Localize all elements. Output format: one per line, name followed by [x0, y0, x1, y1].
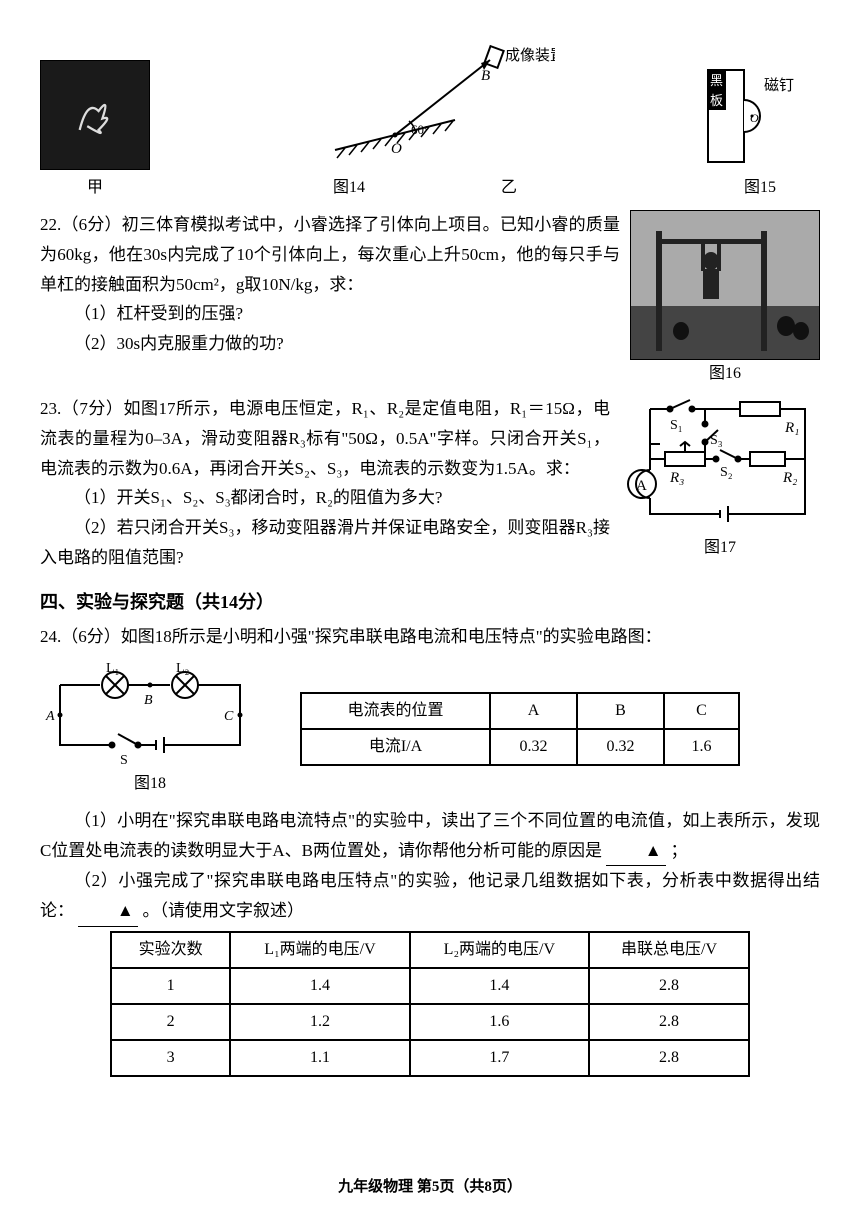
svg-text:R₁: R₁	[784, 420, 799, 436]
q24-sub1: （1）小明在"探究串联电路电流特点"的实验中，读出了三个不同位置的电流值，如上表…	[40, 806, 820, 867]
fig18-diagram: A B C L₁ L₂ S	[40, 660, 260, 770]
fig14-right-caption: 乙	[501, 174, 517, 202]
table2-row-2: 2 1.2 1.6 2.8	[111, 1004, 749, 1040]
section4-title: 四、实验与探究题（共14分）	[40, 587, 820, 619]
svg-text:磁钉: 磁钉	[764, 77, 794, 94]
t2r2c2: 1.7	[410, 1040, 589, 1076]
fig14-diagram: O B 成像装置 60°	[295, 30, 555, 170]
fig16: 图16	[630, 210, 820, 388]
table2: 实验次数 L₁两端的电压/V L₂两端的电压/V 串联总电压/V 1 1.4 1…	[110, 931, 750, 1077]
fig14-left: 甲	[40, 60, 150, 202]
svg-text:成像装置: 成像装置	[505, 47, 555, 64]
t2h0: 实验次数	[111, 932, 230, 968]
svg-text:S₁: S₁	[670, 418, 683, 433]
table1-header-row: 电流表的位置 A B C	[301, 693, 739, 729]
svg-text:S: S	[120, 753, 128, 768]
table1-r0: 电流I/A	[301, 729, 490, 765]
q24-sub2: （2）小强完成了"探究串联电路电压特点"的实验，他记录几组数据如下表，分析表中数…	[40, 866, 820, 927]
table1-data-row: 电流I/A 0.32 0.32 1.6	[301, 729, 739, 765]
fig16-caption: 图16	[709, 360, 741, 388]
t2h2: L₂两端的电压/V	[410, 932, 589, 968]
fig15-diagram: 黑 板 O 磁钉	[700, 50, 820, 170]
t2r2c3: 2.8	[589, 1040, 749, 1076]
q22-block: 图16 22.（6分）初三体育模拟考试中，小睿选择了引体向上项目。已知小睿的质量…	[40, 210, 820, 359]
blank-1[interactable]: ▲	[606, 836, 666, 867]
svg-text:S₃: S₃	[710, 433, 723, 448]
q24-text: 24.（6分）如图18所示是小明和小强"探究串联电路电流和电压特点"的实验电路图…	[40, 622, 820, 652]
t2r0c3: 2.8	[589, 968, 749, 1004]
fig14-left-caption: 甲	[87, 174, 103, 202]
q24-sub1-b: ；	[670, 841, 687, 860]
fig18-caption: 图18	[134, 770, 166, 798]
svg-text:R₃: R₃	[669, 470, 684, 486]
light-trace-icon	[57, 77, 133, 153]
page-footer: 九年级物理 第5页（共8页）	[0, 1174, 860, 1200]
q24-sub1-a: （1）小明在"探究串联电路电流特点"的实验中，读出了三个不同位置的电流值，如上表…	[40, 811, 820, 860]
svg-text:A: A	[45, 709, 55, 724]
t2r1c2: 1.6	[410, 1004, 589, 1040]
table1-h2: B	[577, 693, 664, 729]
fig16-photo	[630, 210, 820, 360]
t2r1c0: 2	[111, 1004, 230, 1040]
q23-block: A	[40, 394, 820, 573]
svg-text:L₁: L₁	[106, 661, 119, 676]
t2r1c1: 1.2	[230, 1004, 409, 1040]
svg-text:60°: 60°	[411, 122, 429, 137]
t2r2c1: 1.1	[230, 1040, 409, 1076]
table1-h1: A	[490, 693, 577, 729]
table1-h0: 电流表的位置	[301, 693, 490, 729]
svg-text:C: C	[224, 709, 234, 724]
svg-text:L₂: L₂	[176, 661, 190, 676]
fig15-caption: 图15	[744, 174, 776, 202]
table1-r1: 0.32	[490, 729, 577, 765]
fig17-diagram: A	[620, 394, 820, 534]
fig14-mid-caption: 图14	[333, 174, 365, 202]
svg-text:板: 板	[710, 93, 723, 108]
fig15: 黑 板 O 磁钉 图15	[700, 50, 820, 202]
t2h1: L₁两端的电压/V	[230, 932, 409, 968]
blank-2[interactable]: ▲	[78, 896, 138, 927]
t2r0c2: 1.4	[410, 968, 589, 1004]
table1-r2: 0.32	[577, 729, 664, 765]
table1-r3: 1.6	[664, 729, 739, 765]
fig18: A B C L₁ L₂ S 图18	[40, 660, 260, 798]
svg-text:O: O	[391, 141, 402, 157]
t2r0c1: 1.4	[230, 968, 409, 1004]
fig14-photo	[40, 60, 150, 170]
figures-row-1: 甲	[40, 30, 820, 202]
svg-text:O: O	[750, 111, 759, 125]
table2-header-row: 实验次数 L₁两端的电压/V L₂两端的电压/V 串联总电压/V	[111, 932, 749, 968]
t2r0c0: 1	[111, 968, 230, 1004]
table2-row-3: 3 1.1 1.7 2.8	[111, 1040, 749, 1076]
fig17: A	[620, 394, 820, 562]
t2r2c0: 3	[111, 1040, 230, 1076]
svg-text:黑: 黑	[710, 73, 723, 88]
svg-text:R₂: R₂	[782, 470, 797, 486]
t2h3: 串联总电压/V	[589, 932, 749, 968]
svg-text:B: B	[144, 693, 153, 708]
fig17-caption: 图17	[704, 534, 736, 562]
fig14-center: O B 成像装置 60° 图14 乙	[150, 30, 700, 202]
table1: 电流表的位置 A B C 电流I/A 0.32 0.32 1.6	[300, 692, 740, 766]
q24-sub2-b: 。（请使用文字叙述）	[143, 901, 305, 920]
t2r1c3: 2.8	[589, 1004, 749, 1040]
table2-row-1: 1 1.4 1.4 2.8	[111, 968, 749, 1004]
fig18-row: A B C L₁ L₂ S 图18 电流表的位置 A B C 电流I/A 0.3…	[40, 660, 820, 798]
svg-text:B: B	[481, 68, 490, 84]
table1-h3: C	[664, 693, 739, 729]
svg-text:S₂: S₂	[720, 465, 733, 480]
